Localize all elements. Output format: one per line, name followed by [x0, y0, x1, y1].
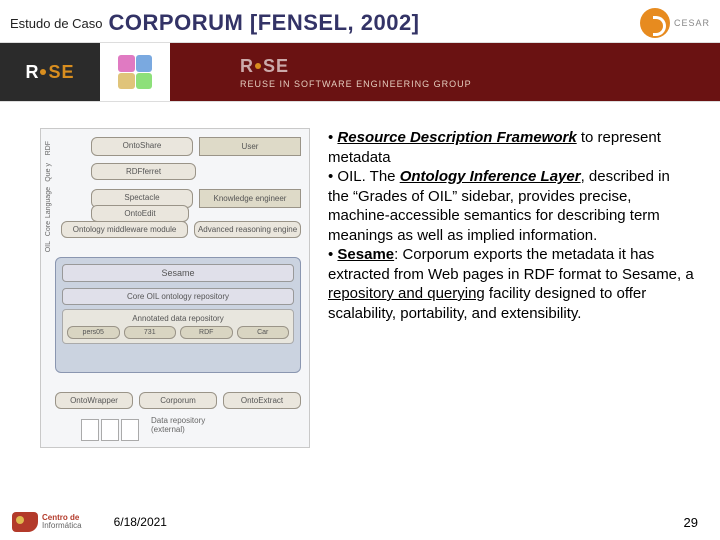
cin-logo: Centro de Informática [12, 512, 82, 532]
bullet-text: • Resource Description Framework to repr… [328, 128, 702, 448]
diagram-box: Ontology middleware module [61, 221, 188, 238]
diagram-box: Advanced reasoning engine [194, 221, 301, 238]
architecture-diagram: RDF Que y Language Core OIL OntoShare Us… [40, 128, 310, 448]
rise-se: SE [48, 62, 74, 83]
diagram-box: RDFferret [91, 163, 196, 180]
footer-date: 6/18/2021 [114, 515, 167, 529]
diagram-ext-label: Data repository (external) [151, 417, 231, 435]
banner-tagline: REUSE IN SOFTWARE ENGINEERING GROUP [240, 79, 720, 89]
slide-header: Estudo de Caso CORPORUM [FENSEL, 2002] C… [0, 0, 720, 42]
diagram-mid: Sesame Core OIL ontology repository Anno… [55, 257, 301, 373]
diagram-box: User [199, 137, 301, 156]
rise-r: R [25, 62, 38, 83]
diagram-docs-icon [81, 419, 139, 441]
diagram-box: Corporum [139, 392, 217, 409]
rise-logo-dark: R SE [0, 43, 100, 101]
diagram-box: OntoExtract [223, 392, 301, 409]
diagram-sesame: Sesame [62, 264, 294, 282]
diagram-box: Knowledge engineer [199, 189, 301, 208]
header-prefix: Estudo de Caso [10, 16, 103, 31]
diagram-repo: Core OIL ontology repository [62, 288, 294, 305]
puzzle-icon [100, 43, 170, 101]
diagram-box: OntoWrapper [55, 392, 133, 409]
rise-banner: R SE R SE REUSE IN SOFTWARE ENGINEERING … [0, 42, 720, 102]
slide-footer: Centro de Informática 6/18/2021 29 [0, 512, 720, 532]
footer-page-number: 29 [684, 515, 698, 530]
diagram-annotated: Annotated data repository pers05 731 RDF… [62, 309, 294, 344]
banner-right: R SE REUSE IN SOFTWARE ENGINEERING GROUP [170, 43, 720, 101]
rise-dot-icon [40, 69, 46, 75]
cin-logo-icon [12, 512, 38, 532]
cesar-logo-text: CESAR [674, 18, 710, 28]
diagram-box: OntoShare [91, 137, 193, 156]
cesar-logo: CESAR [640, 8, 710, 38]
header-title: CORPORUM [FENSEL, 2002] [109, 10, 420, 36]
diagram-box: OntoEdit [91, 205, 189, 222]
cesar-logo-icon [640, 8, 670, 38]
slide-content: RDF Que y Language Core OIL OntoShare Us… [0, 102, 720, 448]
